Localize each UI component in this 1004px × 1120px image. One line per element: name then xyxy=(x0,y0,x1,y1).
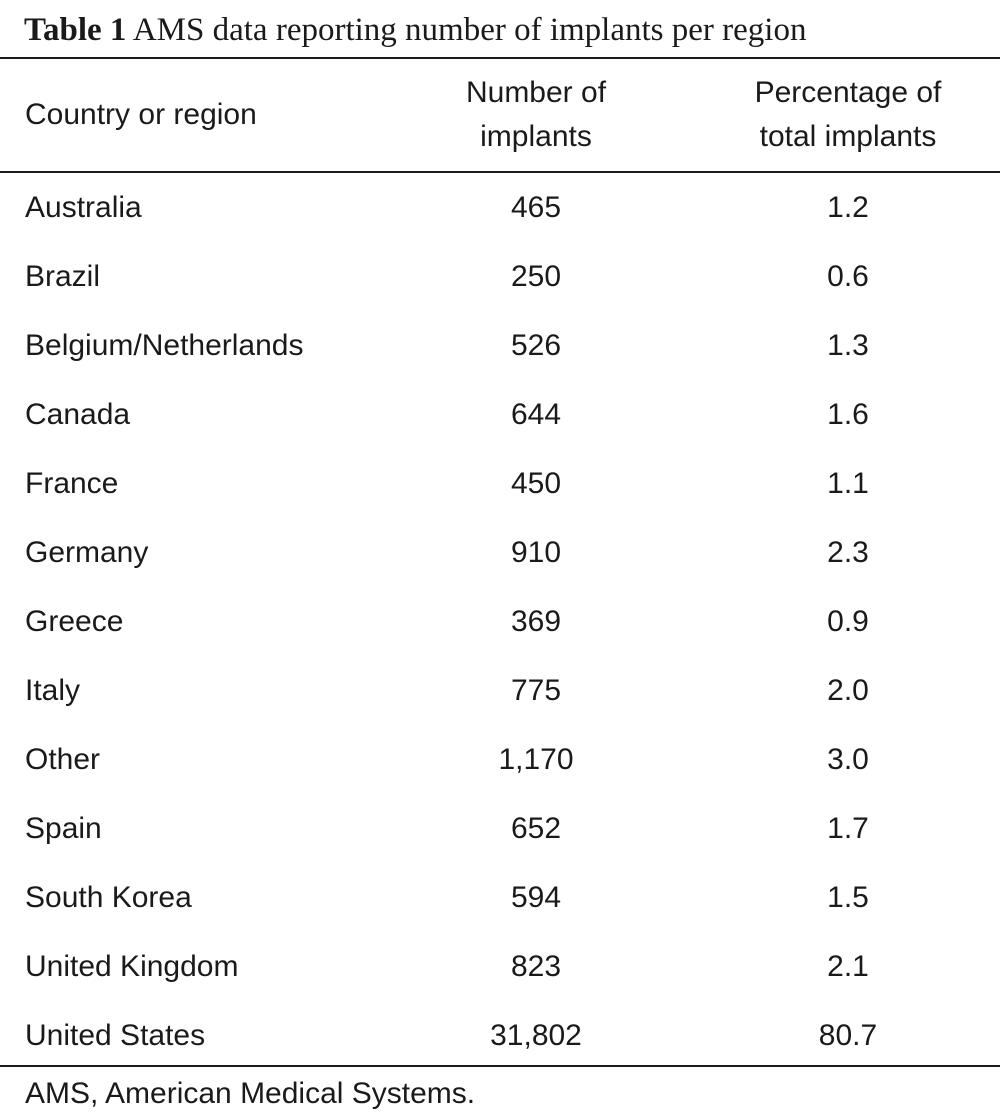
cell-country: Spain xyxy=(25,812,102,845)
table-row: Italy 775 2.0 xyxy=(0,656,1000,725)
table-row: Brazil 250 0.6 xyxy=(0,242,1000,311)
cell-number-of-implants: 369 xyxy=(510,605,562,638)
cell-country: United States xyxy=(25,1019,206,1052)
cell-country: Greece xyxy=(25,605,124,638)
table-body: Australia 465 1.2 Brazil 250 0.6 Belgium/Nethe… xyxy=(0,173,1000,1065)
cell-number-of-implants: 652 xyxy=(510,812,562,845)
cell-country: Italy xyxy=(25,674,81,707)
cell-percentage: 1.3 xyxy=(827,329,869,362)
table-row: France 450 1.1 xyxy=(0,449,1000,518)
table-caption-text: AMS data reporting number of implants pe… xyxy=(132,12,807,48)
cell-number-of-implants: 775 xyxy=(510,674,562,707)
cell-country: Brazil xyxy=(25,260,101,293)
cell-country: United Kingdom xyxy=(25,950,239,983)
table-row: Other 1,170 3.0 xyxy=(0,725,1000,794)
cell-number-of-implants: 465 xyxy=(510,191,562,224)
table-row: United States 31,802 80.7 xyxy=(0,1001,1000,1070)
table-row: Belgium/Netherlands 526 1.3 xyxy=(0,311,1000,380)
cell-country: Other xyxy=(25,743,101,776)
cell-percentage: 2.0 xyxy=(827,674,869,707)
cell-percentage: 3.0 xyxy=(827,743,869,776)
cell-number-of-implants: 450 xyxy=(510,467,562,500)
header-percentage-line-2: total implants xyxy=(759,120,937,153)
table-header-rule xyxy=(0,171,1000,173)
cell-percentage: 2.1 xyxy=(827,950,869,983)
cell-number-of-implants: 31,802 xyxy=(490,1019,582,1052)
table-row: Germany 910 2.3 xyxy=(0,518,1000,587)
table-caption: Table 1 AMS data reporting number of imp… xyxy=(24,8,806,52)
cell-country: France xyxy=(25,467,119,500)
cell-number-of-implants: 823 xyxy=(510,950,562,983)
table-row: South Korea 594 1.5 xyxy=(0,863,1000,932)
cell-country: Germany xyxy=(25,536,149,569)
cell-percentage: 1.1 xyxy=(827,467,869,500)
table-row: Greece 369 0.9 xyxy=(0,587,1000,656)
cell-percentage: 1.7 xyxy=(827,812,869,845)
cell-percentage: 0.6 xyxy=(827,260,869,293)
table-caption-label: Table 1 xyxy=(24,12,127,48)
cell-number-of-implants: 250 xyxy=(510,260,562,293)
header-number-of-implants: Number of implants xyxy=(386,59,686,171)
cell-percentage: 1.5 xyxy=(827,881,869,914)
header-percentage-line-1: Percentage of xyxy=(754,76,942,109)
table-row: Canada 644 1.6 xyxy=(0,380,1000,449)
cell-percentage: 1.6 xyxy=(827,398,869,431)
cell-country: Belgium/Netherlands xyxy=(25,329,304,362)
table-header-row: Country or region Number of implants Per… xyxy=(0,59,1000,171)
cell-percentage: 0.9 xyxy=(827,605,869,638)
table-row: Australia 465 1.2 xyxy=(0,173,1000,242)
table-bottom-rule xyxy=(0,1065,1000,1067)
table-top-rule xyxy=(0,57,1000,59)
cell-country: South Korea xyxy=(25,881,192,914)
header-country-label: Country or region xyxy=(25,98,257,131)
table-row: Spain 652 1.7 xyxy=(0,794,1000,863)
table-footnote: AMS, American Medical Systems. xyxy=(25,1077,476,1110)
header-number-line-1: Number of xyxy=(465,76,607,109)
cell-number-of-implants: 594 xyxy=(510,881,562,914)
header-number-line-2: implants xyxy=(480,120,592,153)
cell-percentage: 2.3 xyxy=(827,536,869,569)
cell-number-of-implants: 1,170 xyxy=(498,743,574,776)
cell-percentage: 1.2 xyxy=(827,191,869,224)
cell-country: Canada xyxy=(25,398,131,431)
table-row: United Kingdom 823 2.1 xyxy=(0,932,1000,1001)
cell-number-of-implants: 910 xyxy=(510,536,562,569)
cell-number-of-implants: 644 xyxy=(510,398,562,431)
header-percentage-of-total: Percentage of total implants xyxy=(698,59,998,171)
header-country: Country or region xyxy=(25,59,405,171)
cell-country: Australia xyxy=(25,191,142,224)
cell-number-of-implants: 526 xyxy=(510,329,562,362)
cell-percentage: 80.7 xyxy=(818,1019,878,1052)
